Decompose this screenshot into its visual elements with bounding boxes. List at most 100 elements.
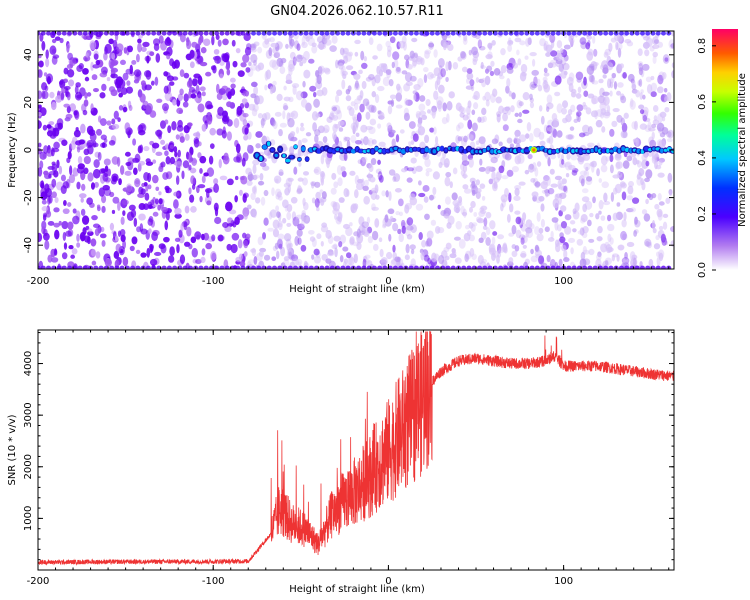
spectrogram-noise-cell	[408, 141, 412, 146]
colorbar-tick-label: 0.2	[697, 206, 708, 222]
spectrogram-noise-cell	[556, 224, 562, 232]
spectrogram-noise-cell	[666, 138, 673, 143]
spectrogram-noise-cell	[284, 187, 290, 196]
spectrogram-noise-cell	[275, 250, 280, 260]
spectrogram-noise-cell	[522, 91, 530, 101]
spectrogram-noise-cell	[291, 83, 300, 89]
spectrogram-noise-cell	[540, 218, 545, 228]
spectrogram-noise-cell	[83, 167, 89, 175]
spectrogram-noise-cell	[331, 35, 338, 44]
spectrogram-noise-cell	[489, 70, 495, 77]
spectrogram-noise-cell	[139, 93, 146, 103]
spectrogram-noise-cell	[295, 214, 304, 220]
spectrogram-noise-cell	[338, 62, 344, 70]
spectrogram-noise-cell	[415, 203, 424, 211]
spectrogram-noise-cell	[124, 151, 131, 157]
spectrogram-noise-cell	[269, 59, 277, 68]
spectrogram-noise-cell	[294, 235, 300, 246]
spectrogram-noise-cell	[333, 235, 341, 242]
spectrogram-edge-cell	[461, 31, 467, 36]
spectrogram-noise-cell	[300, 98, 308, 108]
spectrogram-noise-cell	[554, 193, 559, 201]
spectrogram-edge-cell	[198, 265, 204, 269]
spectrogram-noise-cell	[267, 37, 271, 43]
spectrogram-noise-cell	[417, 117, 423, 125]
spectrogram-noise-cell	[529, 223, 535, 230]
spectrogram-noise-cell	[199, 155, 207, 164]
spectrogram-noise-cell	[90, 248, 96, 257]
spectrogram-noise-cell	[344, 136, 351, 142]
spectrogram-edge-cell	[618, 31, 624, 36]
spectrogram-edge-cell	[287, 31, 293, 36]
spectrogram-noise-cell	[598, 78, 604, 84]
spectrogram-noise-cell	[41, 90, 49, 100]
spectrogram-noise-cell	[51, 191, 57, 199]
spectrogram-noise-cell	[577, 156, 585, 165]
spectrogram-noise-cell	[368, 37, 374, 46]
spectrogram-noise-cell	[353, 253, 358, 264]
spectrogram-noise-cell	[527, 153, 533, 160]
spectrogram-noise-cell	[558, 162, 567, 168]
spectrogram-noise-cell	[539, 38, 546, 47]
spectrogram-noise-cell	[567, 134, 575, 140]
spectrogram-noise-cell	[620, 230, 627, 241]
spectrogram-edge-cell	[566, 265, 572, 269]
spectrogram-noise-cell	[536, 212, 541, 222]
spectrogram-noise-cell	[662, 54, 670, 64]
spectrogram-noise-cell	[550, 230, 554, 239]
spectrogram-edge-cell	[277, 31, 283, 36]
spectrogram-edge-cell	[624, 31, 630, 36]
spectrogram-noise-cell	[63, 103, 70, 108]
spectrogram-noise-cell	[614, 153, 622, 161]
spectrogram-noise-cell	[590, 110, 598, 118]
spectrogram-noise-cell	[327, 235, 334, 245]
spectrogram-noise-cell	[663, 88, 668, 93]
spectrogram-noise-cell	[579, 152, 586, 163]
spectrogram-noise-cell	[468, 221, 474, 229]
spectrogram-noise-cell	[543, 124, 548, 133]
spectrogram-noise-cell	[83, 235, 91, 243]
spectrogram-noise-cell	[632, 157, 638, 166]
spectrogram-noise-cell	[364, 179, 369, 187]
spectrogram-noise-cell	[90, 182, 95, 190]
carrier-cell	[563, 148, 568, 154]
spectrogram-edge-cell	[366, 31, 372, 36]
spectrogram-noise-cell	[63, 85, 71, 91]
spectrogram-noise-cell	[287, 177, 294, 182]
spectrogram-noise-cell	[183, 93, 189, 103]
spectrogram-noise-cell	[508, 90, 512, 97]
spectrogram-noise-cell	[659, 111, 667, 118]
spectrogram-noise-cell	[49, 45, 57, 56]
spectrogram-noise-cell	[76, 233, 80, 243]
spectrogram-noise-cell	[433, 126, 437, 135]
spectrogram-noise-cell	[50, 257, 59, 263]
spectrogram-noise-cell	[76, 181, 81, 190]
spectrogram-noise-cell	[316, 233, 322, 240]
spectrogram-noise-cell	[179, 254, 186, 265]
spectrogram-noise-cell	[520, 63, 528, 74]
spectrogram-noise-cell	[651, 131, 655, 140]
spectrogram-noise-cell	[96, 204, 101, 209]
spectrogram-noise-cell	[524, 37, 530, 47]
spectrogram-noise-cell	[51, 163, 58, 172]
spectrogram-noise-cell	[247, 204, 252, 210]
spectrogram-edge-cell	[103, 265, 109, 269]
spectrogram-noise-cell	[38, 60, 44, 68]
spectrogram-noise-cell	[654, 203, 660, 210]
spectrogram-noise-cell	[382, 76, 391, 87]
spectrogram-noise-cell	[273, 52, 280, 59]
spectrogram-noise-cell	[90, 103, 94, 112]
spectrogram-noise-cell	[463, 188, 472, 194]
spectrogram-noise-cell	[353, 73, 361, 80]
spectrogram-noise-cell	[338, 240, 343, 248]
spectrogram-noise-cell	[286, 203, 293, 213]
spectrogram-noise-cell	[317, 43, 325, 49]
spectrogram-noise-cell	[456, 124, 461, 132]
spectrogram-noise-cell	[524, 169, 530, 175]
spectrogram-noise-cell	[249, 210, 255, 215]
spectrogram-noise-cell	[621, 257, 630, 265]
spectrogram-noise-cell	[314, 134, 319, 144]
spectrogram-noise-cell	[230, 243, 238, 254]
spectrogram-noise-cell	[40, 180, 45, 189]
spectrogram-noise-cell	[659, 132, 666, 138]
